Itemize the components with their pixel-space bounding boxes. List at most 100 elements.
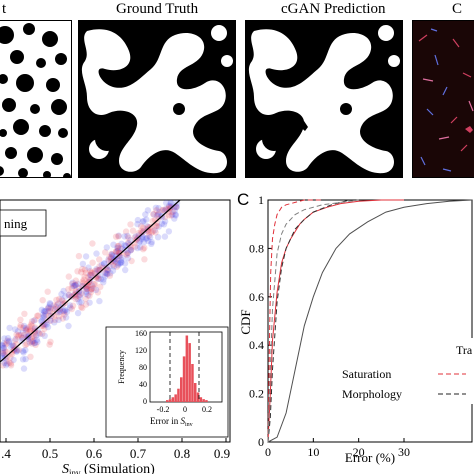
scatter-point — [112, 248, 120, 255]
scatter-point — [127, 247, 134, 254]
scatter-point — [19, 334, 26, 342]
scatter-point — [39, 297, 46, 304]
scatter-point — [139, 228, 147, 235]
scatter-point — [165, 228, 173, 235]
scatter-point — [145, 232, 153, 239]
scatter-point — [117, 256, 125, 263]
scatter-point — [6, 359, 13, 366]
scatter-point — [140, 228, 147, 235]
scatter-point — [172, 211, 179, 218]
scatter-point — [86, 299, 93, 306]
scatter-point — [148, 240, 155, 247]
cdf-series-line — [267, 199, 359, 443]
scatter-point — [124, 249, 132, 257]
cdf-legend-label: Morphology — [342, 387, 402, 401]
scatter-point — [19, 356, 27, 363]
cdf-plot-frame — [267, 199, 473, 443]
scatter-point — [55, 300, 62, 307]
scatter-point — [83, 285, 91, 293]
scatter-point — [81, 273, 88, 280]
scatter-point — [54, 301, 61, 308]
scatter-point — [25, 335, 32, 342]
scatter-point — [115, 260, 122, 267]
scatter-point — [20, 324, 27, 331]
scatter-point — [60, 308, 68, 316]
scatter-point — [31, 334, 38, 341]
scatter-point — [41, 325, 48, 333]
scatter-point — [145, 227, 152, 234]
scatter-point — [136, 239, 143, 246]
scatter-point — [1, 359, 8, 367]
scatter-point — [32, 316, 39, 323]
scatter-point — [45, 308, 52, 315]
scatter-point — [74, 280, 81, 288]
scatter-point — [158, 207, 166, 214]
scatter-point — [169, 208, 176, 216]
scatter-point — [7, 360, 15, 367]
scatter-point — [100, 279, 107, 286]
scatter-point — [88, 286, 95, 293]
scatter-point — [114, 242, 121, 250]
scatter-point — [144, 234, 151, 242]
scatter-point — [20, 331, 28, 339]
inset-y-tick: 40 — [139, 380, 147, 389]
scatter-x-tick-label: 0.7 — [130, 446, 147, 461]
cdf-series — [267, 199, 473, 443]
scatter-point — [102, 270, 109, 277]
scatter-point — [13, 347, 20, 355]
scatter-point — [18, 337, 25, 344]
scatter-point — [80, 279, 87, 287]
scatter-point — [103, 264, 110, 271]
scatter-point — [161, 218, 169, 225]
scatter-point — [33, 336, 41, 343]
scatter-point — [142, 211, 149, 218]
scatter-point — [135, 229, 142, 237]
ground-truth-pattern — [81, 25, 233, 174]
inset-bar — [166, 400, 169, 402]
scatter-point — [6, 337, 13, 344]
scatter-point — [29, 338, 37, 345]
scatter-point — [127, 246, 135, 253]
scatter-point — [160, 221, 168, 228]
scatter-point — [118, 240, 125, 247]
scatter-point — [71, 282, 78, 289]
scatter-point — [65, 291, 73, 299]
scatter-point — [44, 305, 52, 312]
cdf-x-tick-label: 30 — [398, 445, 410, 459]
scatter-point — [3, 360, 11, 367]
cdf-x-axis-label: Error (%) — [345, 450, 395, 465]
scatter-point — [143, 216, 150, 223]
scatter-point — [96, 297, 103, 305]
error-map-pattern — [418, 28, 474, 172]
scatter-point — [124, 249, 131, 257]
scatter-point — [12, 335, 19, 343]
scatter-point — [68, 285, 76, 292]
scatter-point — [136, 237, 143, 245]
scatter-point — [137, 244, 144, 251]
scatter-point — [99, 264, 106, 271]
scatter-point — [0, 341, 6, 349]
scatter-point — [87, 271, 95, 279]
scatter-point — [161, 233, 169, 240]
scatter-legend-box — [0, 209, 47, 237]
scatter-point — [74, 268, 81, 275]
scatter-point — [3, 348, 10, 355]
scatter-point — [31, 325, 39, 332]
scatter-point — [95, 275, 102, 282]
scatter-point — [29, 338, 36, 345]
scatter-point — [14, 333, 22, 340]
inset-bar — [202, 399, 205, 402]
scatter-point — [51, 316, 59, 323]
scatter-point — [150, 210, 157, 218]
scatter-point — [114, 248, 121, 255]
scatter-point — [3, 357, 10, 365]
scatter-point — [152, 222, 160, 230]
scatter-point — [23, 324, 30, 332]
cgan-prediction-pattern — [248, 25, 400, 174]
inset-x-tick: 0.2 — [202, 405, 212, 414]
scatter-point — [127, 246, 135, 254]
scatter-point — [31, 340, 38, 347]
scatter-point — [116, 260, 124, 267]
scatter-point — [162, 206, 169, 213]
scatter-point — [143, 225, 150, 233]
